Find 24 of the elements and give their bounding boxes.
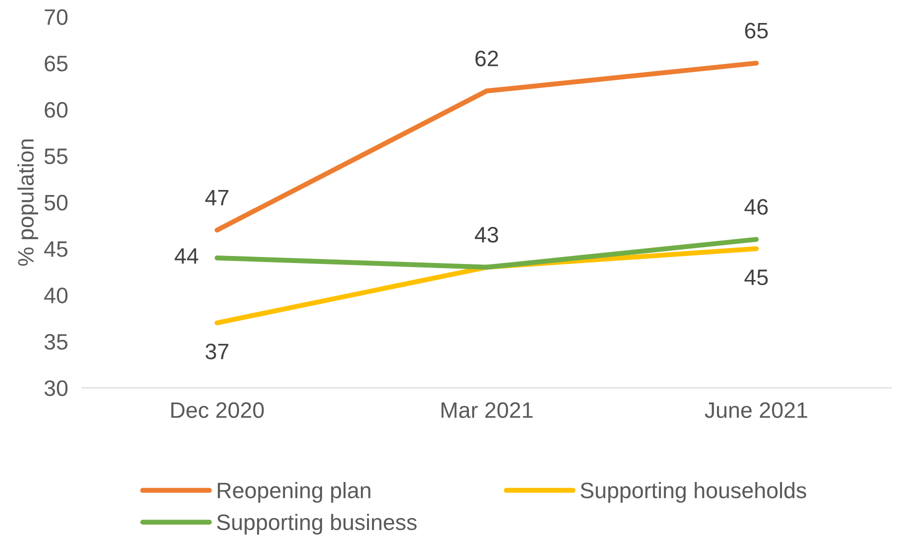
data-label: 46 xyxy=(744,199,768,215)
y-tick-label: 60 xyxy=(44,102,68,118)
legend-label: Reopening plan xyxy=(218,482,370,503)
y-tick-label: 55 xyxy=(44,148,68,164)
y-tick-label: 70 xyxy=(44,9,68,26)
y-tick-label: 45 xyxy=(44,241,68,257)
legend-label: Supporting business xyxy=(217,514,417,535)
data-label: 47 xyxy=(205,190,228,206)
data-label: 44 xyxy=(174,248,198,264)
data-label: 45 xyxy=(744,270,768,286)
x-tick-label: Dec 2020 xyxy=(171,402,264,418)
y-tick-label: 30 xyxy=(44,380,68,396)
legend-label: Supporting households xyxy=(580,482,806,503)
data-label: 65 xyxy=(745,22,768,39)
data-label: 43 xyxy=(474,226,498,243)
data-label: 37 xyxy=(206,344,228,360)
data-label: 62 xyxy=(475,50,498,66)
y-tick-label: 50 xyxy=(44,194,68,211)
y-tick-label: 40 xyxy=(44,288,68,304)
y-tick-label: 35 xyxy=(44,334,68,350)
y-tick-label: 65 xyxy=(44,56,68,72)
x-tick-label: June 2021 xyxy=(704,402,808,418)
x-tick-label: Mar 2021 xyxy=(442,402,533,418)
y-axis-title: % population xyxy=(17,139,38,266)
